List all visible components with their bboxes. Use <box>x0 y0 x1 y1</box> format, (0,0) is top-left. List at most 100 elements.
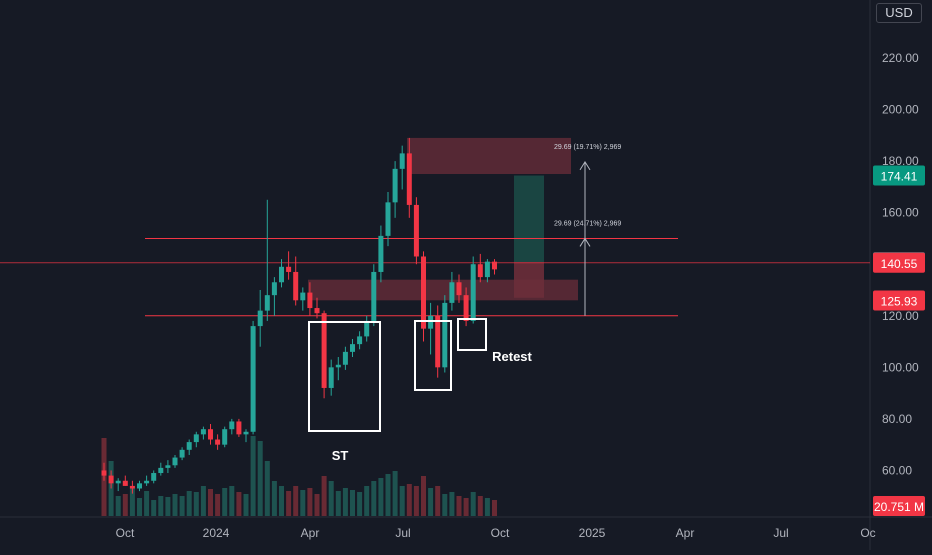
candle-body <box>115 480 121 484</box>
volume-bar <box>357 492 363 516</box>
volume-bar <box>307 488 313 516</box>
annotation-box <box>308 321 381 432</box>
volume-bar <box>151 500 157 516</box>
volume-bar <box>406 484 412 516</box>
volume-bar <box>208 489 213 516</box>
volume-bar <box>179 496 185 516</box>
candle-body <box>129 485 135 489</box>
volume-bar <box>385 474 391 516</box>
candle-body <box>385 202 391 236</box>
candle-body <box>428 315 434 329</box>
volume-bar <box>477 496 483 516</box>
candle-body <box>257 310 263 327</box>
volume-bar <box>257 441 263 516</box>
candle-body <box>484 261 490 278</box>
price-tick-label: 180.00 <box>882 154 919 168</box>
volume-bar <box>215 494 221 516</box>
volume-bar <box>371 481 377 516</box>
price-tick-label: 220.00 <box>882 51 919 65</box>
volume-bar <box>229 486 235 516</box>
volume-bar <box>122 494 128 516</box>
volume-bar <box>342 488 348 516</box>
volume-bar <box>435 486 441 516</box>
volume-bar <box>172 494 178 516</box>
volume-bar <box>300 490 306 516</box>
candle-body <box>321 313 327 388</box>
candle-body <box>215 439 221 445</box>
volume-bar <box>193 492 199 516</box>
volume-bar <box>449 492 455 516</box>
price-axis-badge <box>873 165 925 186</box>
candle-body <box>406 153 412 205</box>
candle-body <box>264 295 270 311</box>
candle-body <box>470 264 476 321</box>
volume-bar <box>456 496 462 516</box>
volume-bar <box>314 494 320 516</box>
candle-body <box>101 470 107 476</box>
price-tick-label: 120.00 <box>882 309 919 323</box>
candle-body <box>193 434 199 443</box>
candle-body <box>137 483 142 489</box>
candle-body <box>186 442 192 450</box>
price-tick-label: 80.00 <box>882 412 912 426</box>
candle-body <box>279 266 284 283</box>
candle-body <box>151 473 157 481</box>
volume-bar <box>165 497 171 516</box>
volume-bar <box>271 481 277 516</box>
currency-selector[interactable]: USD <box>876 3 922 23</box>
volume-bar <box>243 494 249 516</box>
candle-body <box>364 320 370 337</box>
price-axis-badge-text: 174.41 <box>881 170 918 184</box>
candle-body <box>477 264 483 278</box>
time-tick-label: Jul <box>773 526 788 540</box>
time-tick-label: Jul <box>395 526 410 540</box>
volume-bar <box>115 496 121 516</box>
candle-body <box>307 292 313 309</box>
price-axis-badge-text: 140.55 <box>881 257 918 271</box>
time-tick-label: Apr <box>676 526 695 540</box>
volume-bar <box>492 500 497 516</box>
candle-body <box>144 480 150 484</box>
price-axis-badge <box>873 290 925 311</box>
volume-bar <box>364 486 370 516</box>
candle-body <box>350 344 355 352</box>
candle-body <box>179 449 185 458</box>
price-axis-badge-text: 125.93 <box>881 294 918 308</box>
volume-bar <box>137 498 142 516</box>
candle-body <box>492 261 497 270</box>
target-zone <box>514 175 544 263</box>
volume-bar <box>399 486 405 516</box>
candle-body <box>463 295 469 321</box>
candle-body <box>208 429 213 440</box>
volume-bar <box>350 490 355 516</box>
candle-body <box>378 235 384 272</box>
candle-body <box>335 364 341 368</box>
price-tick-label: 200.00 <box>882 103 919 117</box>
volume-bar <box>421 476 426 516</box>
candle-body <box>442 302 448 368</box>
annotation-label: ST <box>332 448 349 463</box>
volume-bar <box>442 494 448 516</box>
candle-body <box>300 292 306 301</box>
annotation-box <box>414 320 452 391</box>
price-axis-badge-text: 20.751 M <box>874 500 924 514</box>
candle-body <box>435 315 441 368</box>
price-axis-badge <box>873 252 925 273</box>
candle-body <box>357 336 363 345</box>
volume-bar <box>222 488 228 516</box>
candle-body <box>229 421 235 430</box>
time-tick-label: Oct <box>491 526 510 540</box>
candle-body <box>158 467 164 474</box>
candle-body <box>172 457 178 466</box>
candle-body <box>392 168 398 203</box>
candle-body <box>243 431 249 435</box>
time-tick-label: 2024 <box>203 526 230 540</box>
volume-bar <box>108 461 114 516</box>
price-tick-label: 160.00 <box>882 206 919 220</box>
candle-body <box>108 475 114 484</box>
volume-bar <box>186 491 192 516</box>
volume-bar <box>321 476 327 516</box>
